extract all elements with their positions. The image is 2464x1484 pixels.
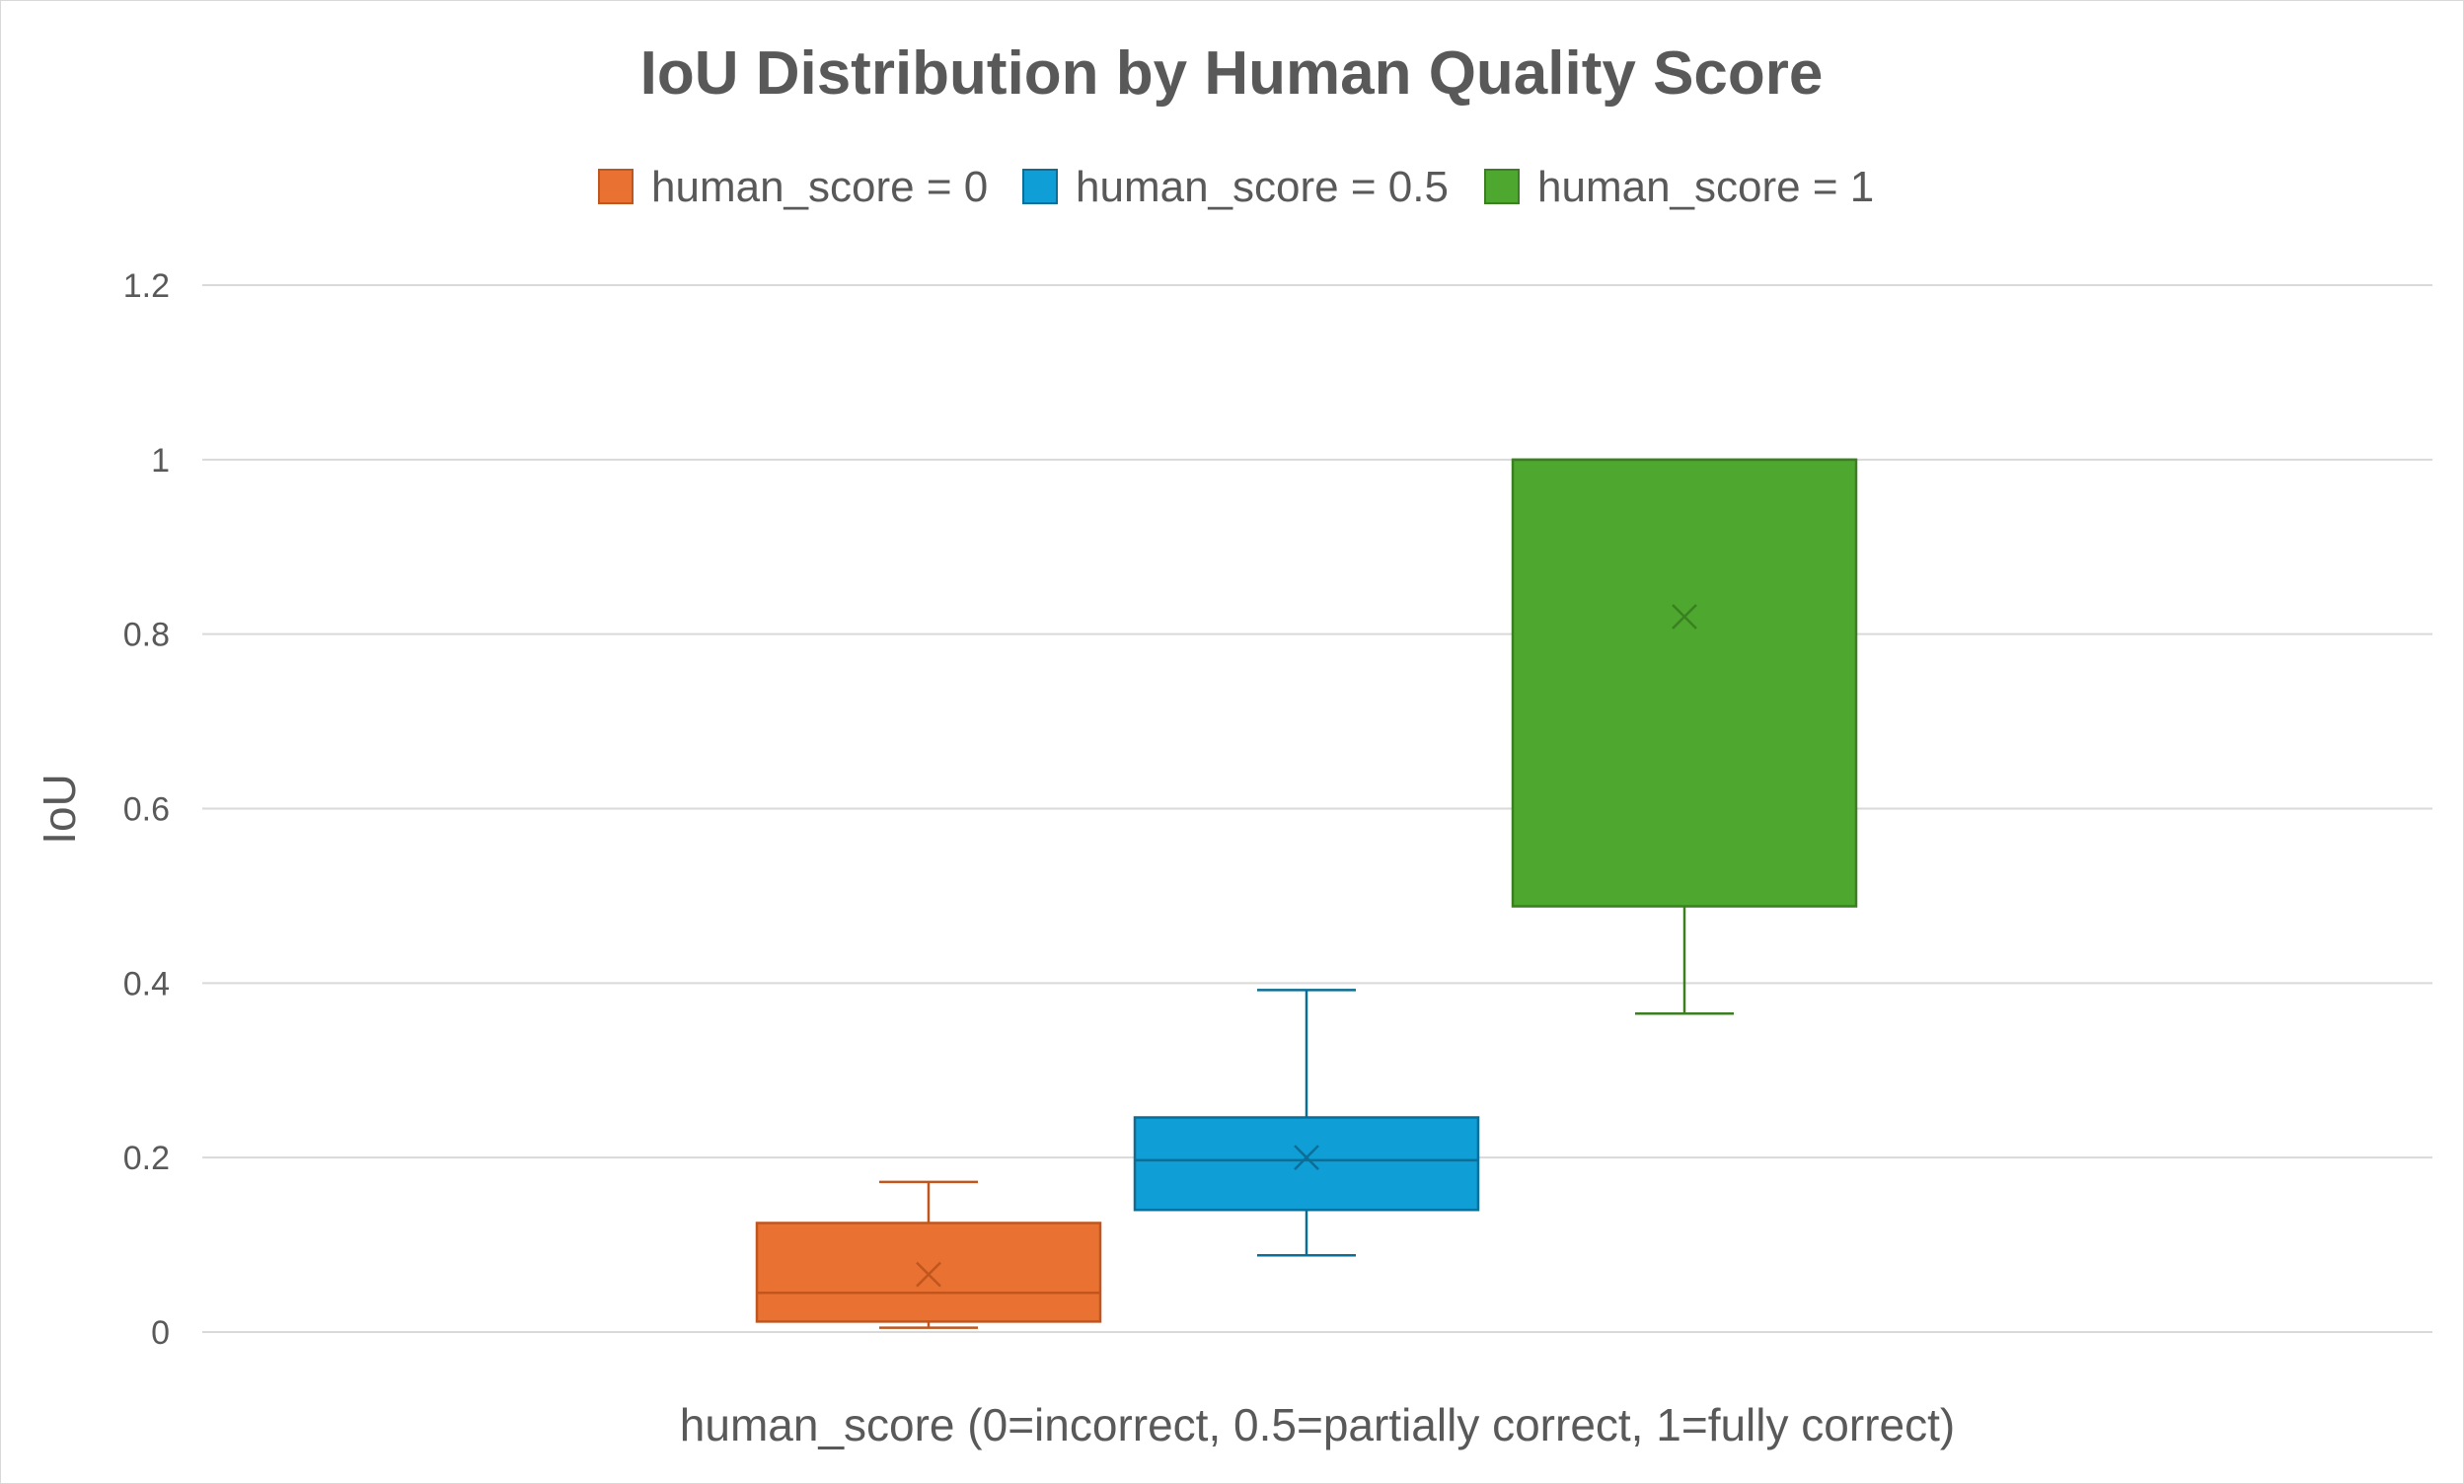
y-tick-label: 1: [151, 442, 170, 480]
legend-item-0: human_score = 0: [598, 163, 988, 211]
y-tick-label: 1.2: [123, 267, 170, 305]
box-body: [1133, 1116, 1480, 1212]
y-tick-label: 0.4: [123, 965, 170, 1002]
y-axis-ticks: 0 0.2 0.4 0.6 0.8 1 1.2: [123, 267, 170, 1352]
mean-marker: [1294, 1145, 1319, 1171]
y-tick-label: 0.8: [123, 617, 170, 654]
x-axis-title: human_score (0=incorrect, 0.5=partially …: [680, 1399, 1955, 1450]
box-body: [755, 1222, 1102, 1323]
box-2: [1511, 458, 1858, 1015]
legend: human_score = 0 human_score = 0.5 human_sc…: [598, 163, 1874, 211]
box-series: [755, 458, 1858, 1329]
y-tick-label: 0.2: [123, 1140, 170, 1177]
mean-marker: [916, 1261, 941, 1288]
y-tick-label: 0.6: [123, 791, 170, 829]
box-1: [1133, 989, 1480, 1257]
y-axis-title: IoU: [34, 774, 85, 845]
legend-swatch: [598, 169, 634, 204]
chart-title: IoU Distribution by Human Quality Score: [640, 39, 1824, 108]
box-body: [1511, 458, 1858, 908]
legend-item-2: human_score = 1: [1484, 163, 1874, 211]
legend-swatch: [1484, 169, 1520, 204]
box-0: [755, 1180, 1102, 1329]
legend-label: human_score = 1: [1537, 163, 1874, 211]
legend-swatch: [1022, 169, 1058, 204]
gridlines: [202, 284, 2432, 1333]
mean-marker: [1672, 604, 1697, 630]
legend-label: human_score = 0: [651, 163, 988, 211]
y-tick-label: 0: [151, 1314, 170, 1352]
legend-label: human_score = 0.5: [1076, 163, 1449, 211]
legend-item-1: human_score = 0.5: [1022, 163, 1449, 211]
